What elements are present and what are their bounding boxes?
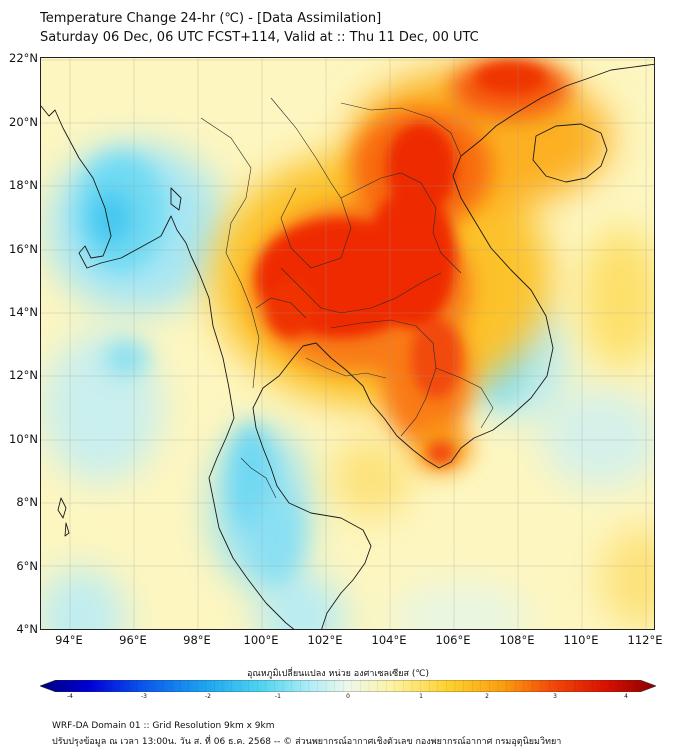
field-hot-cores	[256, 62, 546, 465]
lat-tick-18n: 18°N	[9, 178, 38, 192]
lon-tick-100e: 100°E	[243, 633, 279, 647]
lon-tick-102e: 102°E	[307, 633, 343, 647]
colorbar-tick-3: 3	[553, 693, 557, 700]
map-canvas	[41, 58, 654, 629]
graticule	[41, 58, 654, 629]
colorbar-tick-4: 4	[624, 693, 628, 700]
colorbar-tick-minus3: -3	[141, 693, 147, 700]
colorbar-tick-minus2: -2	[205, 693, 211, 700]
lat-tick-8n: 8°N	[16, 495, 38, 509]
colorbar-tick-minus4: -4	[67, 693, 73, 700]
lat-tick-10n: 10°N	[9, 432, 38, 446]
lon-tick-104e: 104°E	[371, 633, 407, 647]
lat-tick-4n: 4°N	[16, 622, 38, 636]
colorbar-tick-0: 0	[346, 693, 350, 700]
temperature-change-map	[40, 57, 655, 630]
footer-update-info: ปรับปรุงข้อมูล ณ เวลา 13:00น. วัน ส. ที่…	[52, 737, 562, 747]
lat-tick-14n: 14°N	[9, 305, 38, 319]
lat-tick-12n: 12°N	[9, 368, 38, 382]
colorbar-tick-minus1: -1	[275, 693, 281, 700]
lon-tick-96e: 96°E	[119, 633, 147, 647]
lat-tick-16n: 16°N	[9, 242, 38, 256]
country-borders	[200, 97, 494, 499]
lat-tick-20n: 20°N	[9, 115, 38, 129]
lon-tick-106e: 106°E	[435, 633, 471, 647]
colorbar	[40, 680, 656, 692]
chart-title: Temperature Change 24-hr (℃) - [Data Ass…	[40, 11, 382, 26]
lon-tick-94e: 94°E	[55, 633, 83, 647]
field-cold-cores	[76, 153, 526, 583]
lon-tick-108e: 108°E	[499, 633, 535, 647]
colorbar-tick-2: 2	[485, 693, 489, 700]
colorbar-tick-1: 1	[419, 693, 423, 700]
lat-tick-6n: 6°N	[16, 559, 38, 573]
lon-tick-112e: 112°E	[627, 633, 663, 647]
coastlines	[41, 63, 654, 629]
lat-tick-22n: 22°N	[9, 51, 38, 65]
lon-tick-110e: 110°E	[563, 633, 599, 647]
footer-model-info: WRF-DA Domain 01 :: Grid Resolution 9km …	[52, 721, 275, 731]
chart-subtitle: Saturday 06 Dec, 06 UTC FCST+114, Valid …	[40, 30, 479, 45]
lon-tick-98e: 98°E	[183, 633, 211, 647]
colorbar-title: อุณหภูมิเปลี่ยนแปลง หน่วย องศาเซลเซียส (…	[246, 669, 430, 679]
